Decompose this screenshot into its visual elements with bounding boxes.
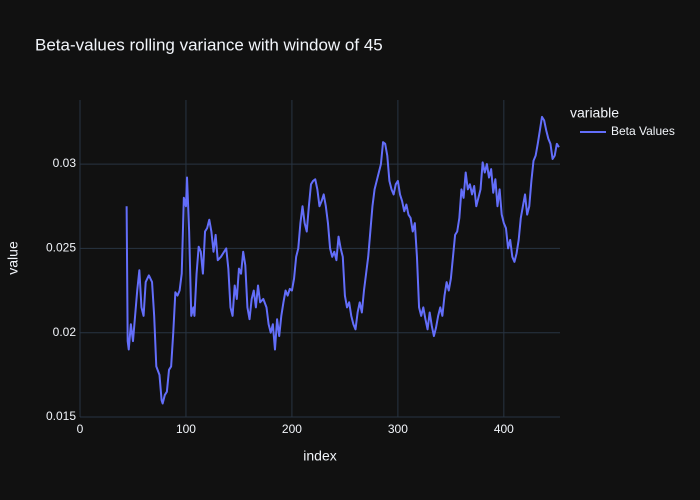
legend-label: Beta Values — [611, 124, 675, 138]
x-tick-label: 300 — [388, 422, 408, 436]
y-tick-label: 0.015 — [46, 409, 76, 423]
data-line — [125, 115, 560, 405]
x-axis-title: index — [303, 448, 336, 464]
legend-title: variable — [570, 105, 619, 121]
x-tick-label: 200 — [282, 422, 302, 436]
y-tick-label: 0.02 — [53, 325, 77, 339]
y-axis-title: value — [5, 241, 21, 275]
x-tick-label: 100 — [176, 422, 196, 436]
x-tick-label: 400 — [494, 422, 514, 436]
y-tick-label: 0.025 — [46, 241, 76, 255]
x-tick-label: 0 — [77, 422, 84, 436]
y-tick-label: 0.03 — [53, 156, 77, 170]
chart-title: Beta-values rolling variance with window… — [35, 35, 383, 54]
